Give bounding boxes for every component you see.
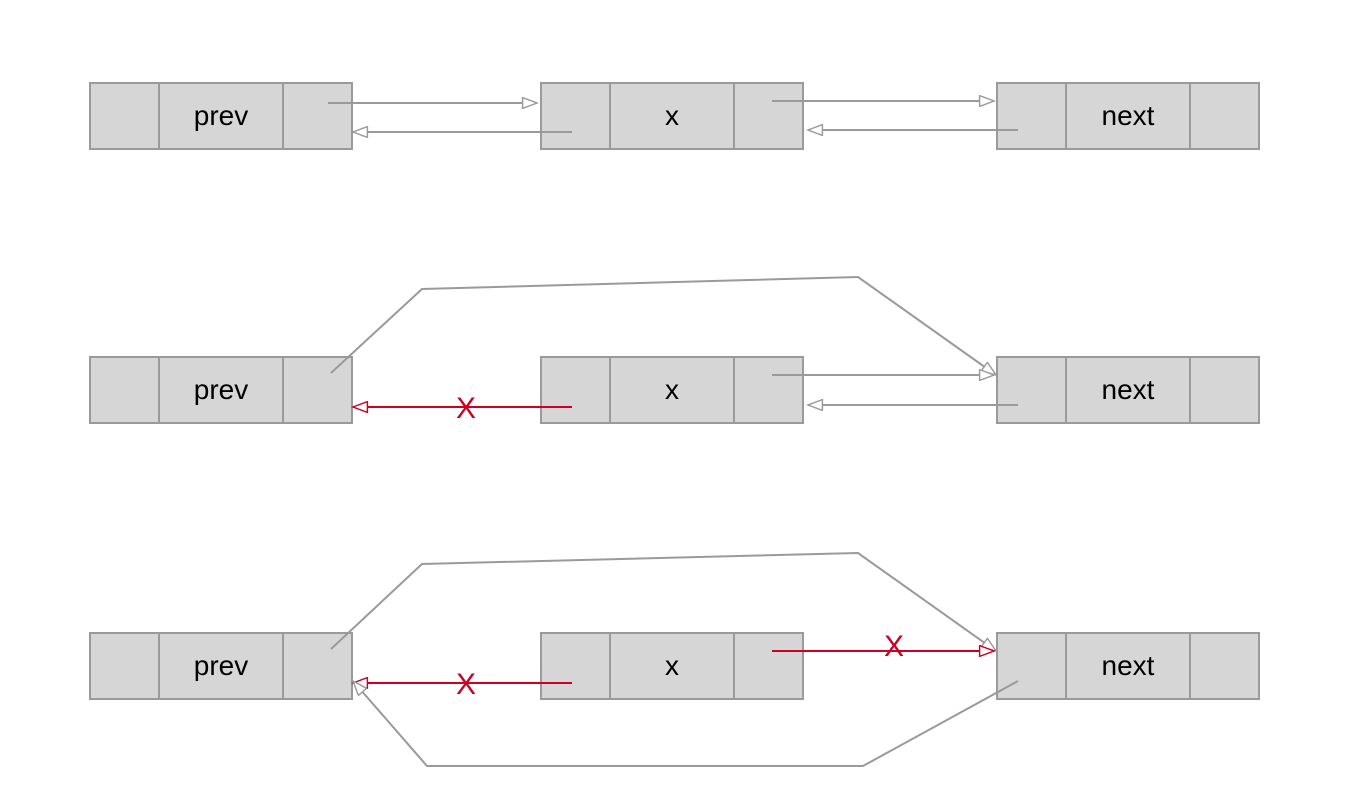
node-label: prev [158, 632, 284, 700]
node-label: x [609, 356, 735, 424]
node-x: x [540, 82, 804, 150]
prev-pointer-cell [540, 632, 611, 700]
next-pointer-cell [282, 632, 353, 700]
removed-mark: X [884, 630, 904, 663]
prev-pointer-cell [996, 356, 1067, 424]
next-pointer-cell [282, 356, 353, 424]
next-pointer-cell [733, 356, 804, 424]
node-next: next [996, 356, 1260, 424]
next-pointer-cell [1189, 356, 1260, 424]
node-label: prev [158, 356, 284, 424]
prev-pointer-cell [540, 356, 611, 424]
node-prev: prev [89, 82, 353, 150]
prev-pointer-cell [89, 82, 160, 150]
node-label: next [1065, 632, 1191, 700]
next-pointer-cell [282, 82, 353, 150]
next-pointer-cell [733, 632, 804, 700]
removed-mark: X [456, 392, 476, 425]
prev-pointer-cell [89, 632, 160, 700]
node-prev: prev [89, 632, 353, 700]
node-prev: prev [89, 356, 353, 424]
node-label: prev [158, 82, 284, 150]
next-pointer-cell [1189, 632, 1260, 700]
node-label: next [1065, 82, 1191, 150]
removed-mark: X [456, 668, 476, 701]
node-label: next [1065, 356, 1191, 424]
prev-pointer-cell [996, 632, 1067, 700]
node-x: x [540, 356, 804, 424]
node-x: x [540, 632, 804, 700]
prev-pointer-cell [996, 82, 1067, 150]
node-next: next [996, 82, 1260, 150]
next-pointer-cell [1189, 82, 1260, 150]
prev-pointer-cell [540, 82, 611, 150]
node-label: x [609, 632, 735, 700]
next-pointer-cell [733, 82, 804, 150]
prev-pointer-cell [89, 356, 160, 424]
node-next: next [996, 632, 1260, 700]
node-label: x [609, 82, 735, 150]
